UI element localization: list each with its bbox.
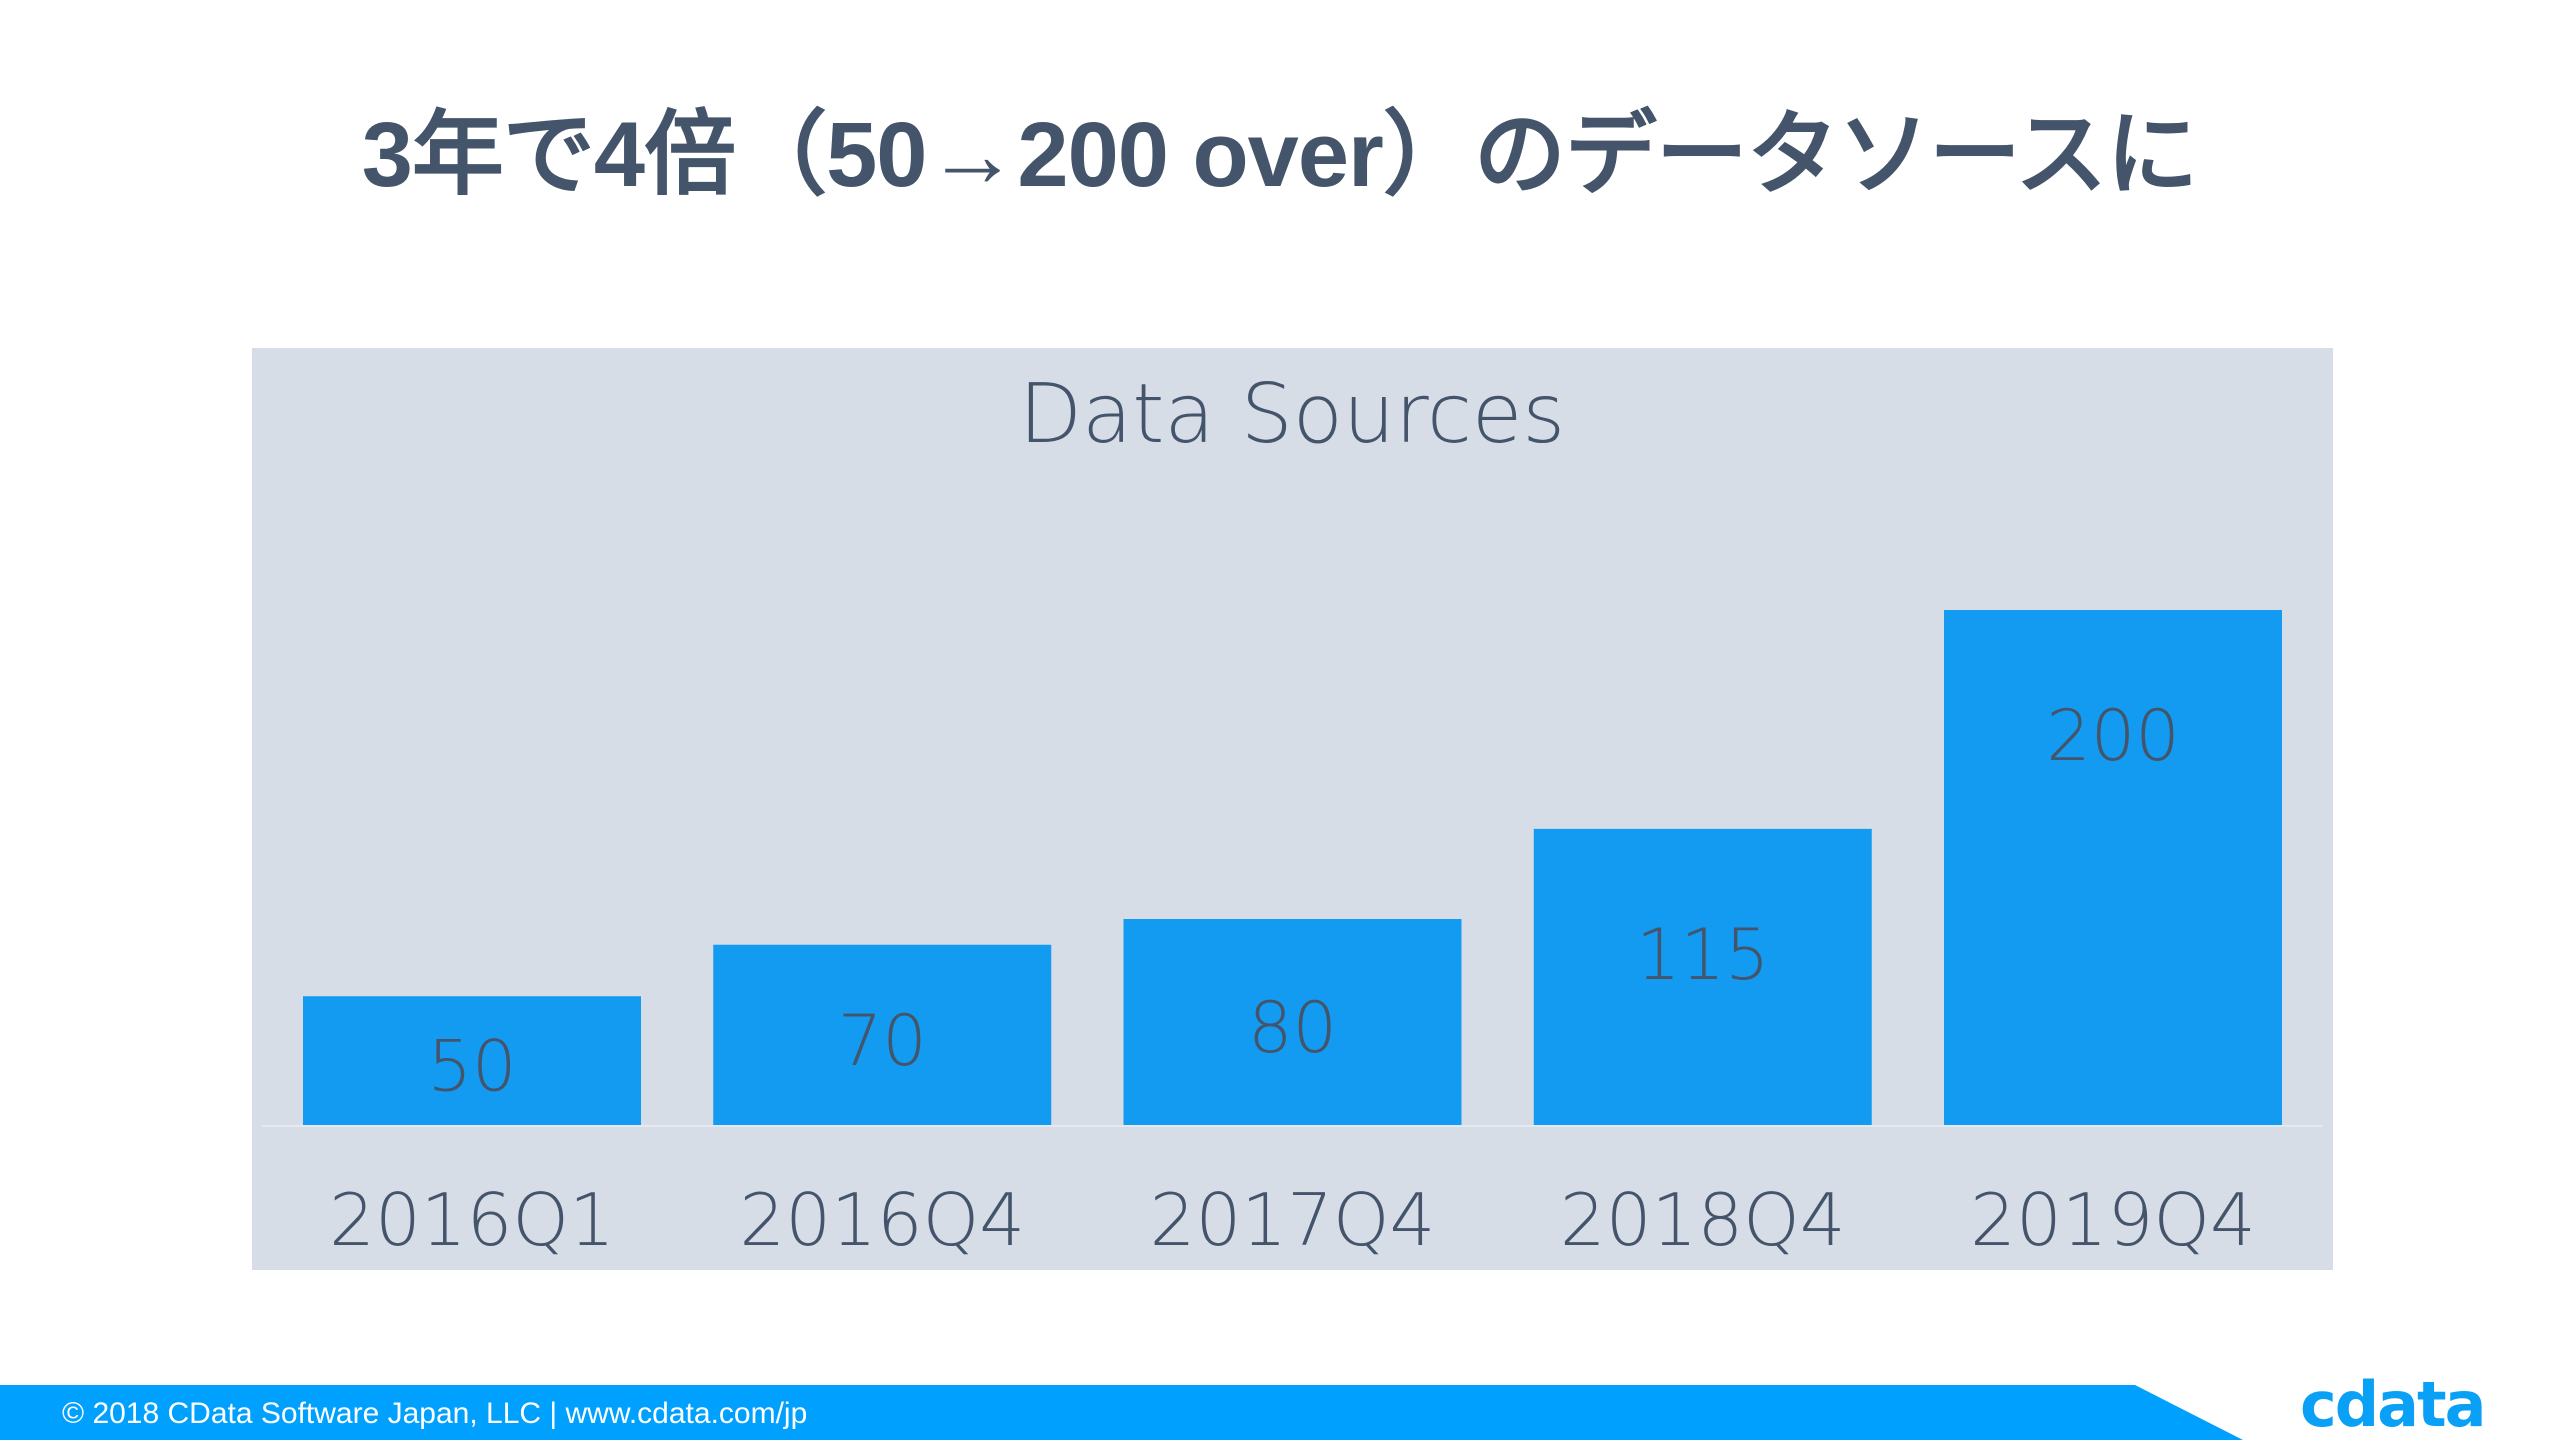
footer-bar [0, 1385, 2243, 1440]
bar-2016Q1 [303, 996, 641, 1125]
x-tick-label: 2018Q4 [1560, 1178, 1846, 1262]
data-label: 200 [2046, 695, 2180, 777]
data-label: 50 [427, 1026, 516, 1108]
data-label: 70 [838, 1000, 927, 1082]
footer-copyright: © 2018 CData Software Japan, LLC | www.c… [62, 1397, 808, 1430]
data-label: 115 [1636, 914, 1770, 996]
bar-2017Q4 [1123, 919, 1462, 1125]
x-tick-label: 2016Q4 [739, 1178, 1025, 1262]
cdata-logo: cdata [2300, 1368, 2486, 1441]
x-tick-label: 2016Q1 [329, 1178, 615, 1262]
slide-title: 3年で4倍（50→200 over）のデータソースに [361, 104, 2198, 206]
bar-2018Q4 [1533, 828, 1872, 1125]
bar-2016Q4 [713, 944, 1052, 1125]
chart-title: Data Sources [1019, 367, 1565, 462]
x-tick-label: 2019Q4 [1970, 1178, 2256, 1262]
data-label: 80 [1248, 987, 1337, 1069]
x-tick-label: 2017Q4 [1150, 1178, 1436, 1262]
bar-2019Q4 [1944, 610, 2282, 1125]
